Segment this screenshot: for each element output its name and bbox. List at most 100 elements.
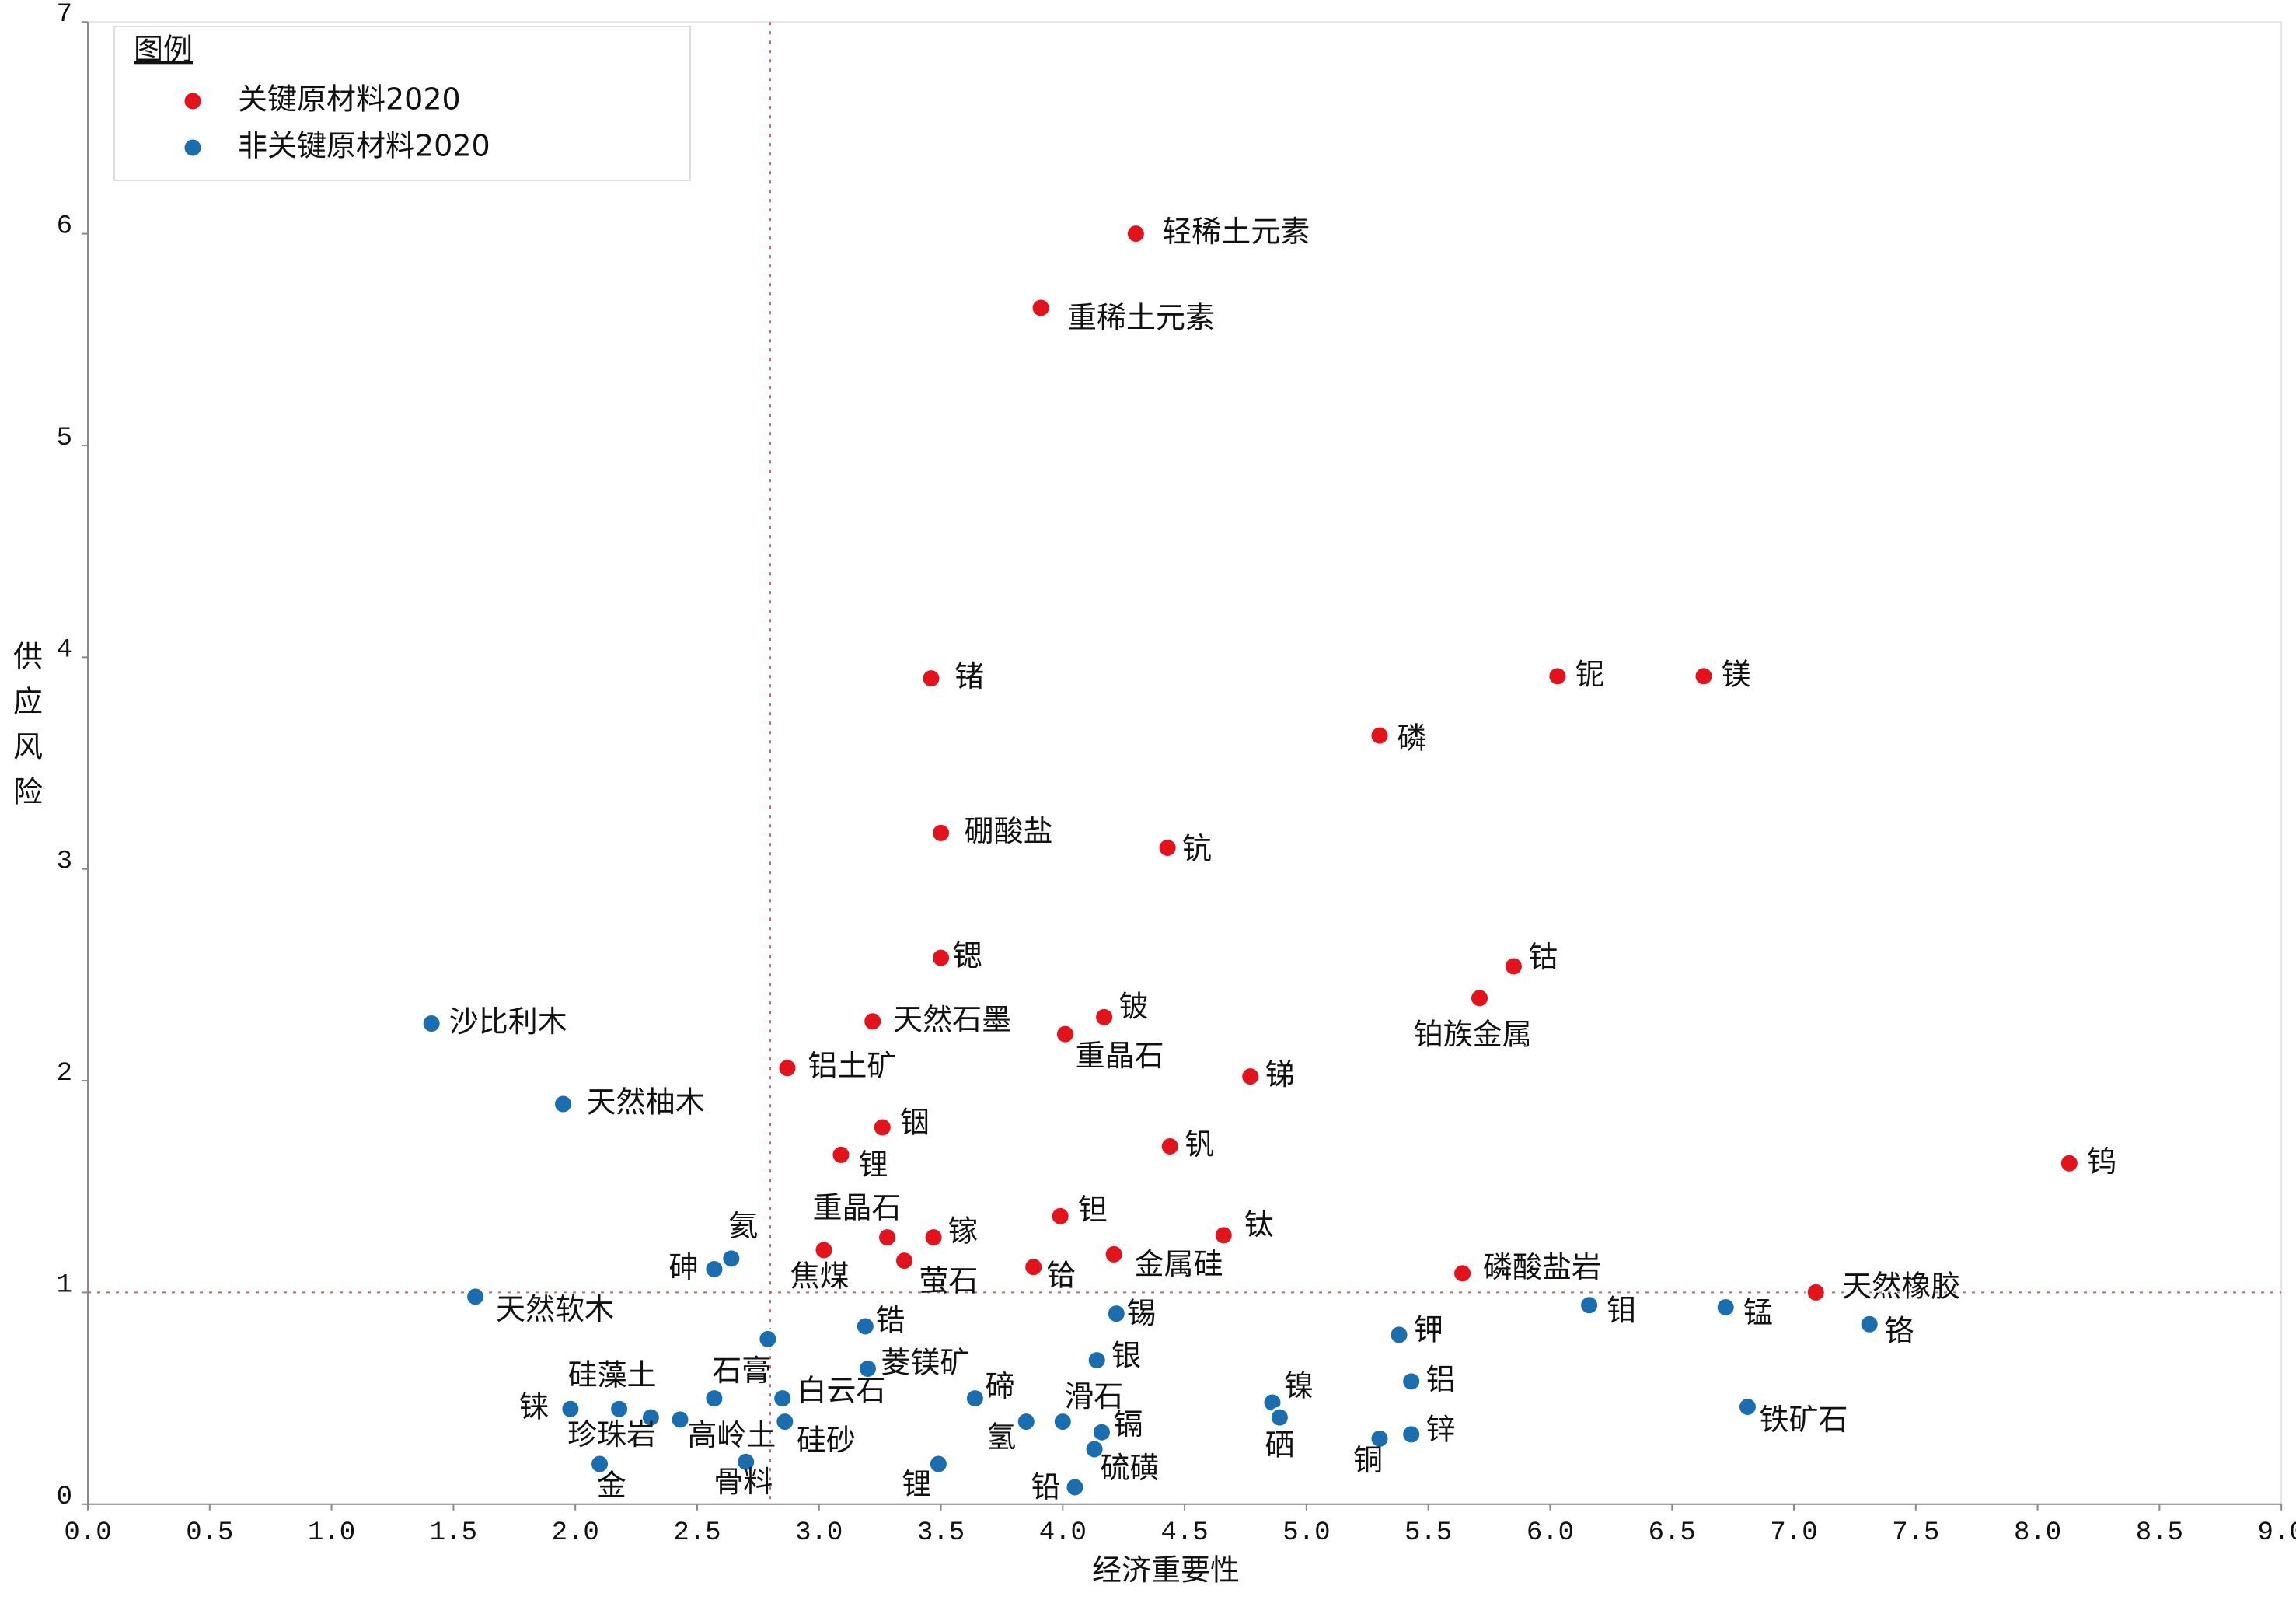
- point: [1157, 837, 1178, 858]
- point-label: 萤石: [919, 1263, 978, 1298]
- point-label: 高岭土: [687, 1418, 776, 1452]
- legend: 图例 关键原材料2020 非关键原材料2020: [113, 26, 691, 181]
- point: [703, 1258, 725, 1280]
- point-label: 重晶石: [1076, 1039, 1164, 1073]
- legend-label: 非关键原材料2020: [238, 129, 490, 163]
- point-label: 珍珠岩: [567, 1417, 656, 1452]
- point-label: 重晶石: [812, 1190, 901, 1224]
- point: [589, 1453, 611, 1475]
- x-tick-label: 0.0: [64, 1518, 111, 1548]
- point: [1103, 1243, 1125, 1265]
- x-tick-label: 1.0: [308, 1518, 355, 1548]
- point-label: 白云石: [797, 1374, 886, 1408]
- x-tick-label: 4.5: [1160, 1518, 1208, 1548]
- point: [1049, 1205, 1071, 1227]
- point-label: 锰: [1743, 1295, 1773, 1329]
- point-label: 铅: [1031, 1469, 1060, 1504]
- y-tick-label: 2: [57, 1059, 72, 1088]
- point: [1401, 1371, 1422, 1392]
- point-label: 锶: [953, 939, 982, 973]
- x-tick-label: 9.0: [2258, 1518, 2296, 1548]
- legend-box: [113, 26, 691, 181]
- x-tick-label: 2.5: [673, 1518, 721, 1548]
- y-tick-label: 0: [57, 1483, 72, 1512]
- point: [669, 1409, 691, 1431]
- point-label: 钨: [2087, 1144, 2116, 1179]
- point-label: 氦: [728, 1209, 758, 1243]
- point: [930, 822, 952, 844]
- point-label: 硅砂: [797, 1423, 856, 1457]
- point: [1469, 987, 1491, 1009]
- point: [465, 1286, 487, 1308]
- point-label: 钪: [1182, 832, 1212, 866]
- point-label: 铁矿石: [1760, 1403, 1848, 1437]
- point-label: 铬: [1884, 1314, 1914, 1348]
- y-tick-label: 4: [57, 635, 72, 665]
- y-tick-label: 3: [57, 847, 72, 877]
- point-label: 天然软木: [496, 1292, 614, 1326]
- point: [560, 1398, 581, 1420]
- point: [1054, 1023, 1076, 1045]
- point: [721, 1248, 742, 1270]
- x-axis-label: 经济重要性: [1092, 1553, 1240, 1588]
- point: [930, 947, 952, 969]
- point: [1805, 1281, 1827, 1303]
- point: [862, 1011, 884, 1032]
- point: [1502, 955, 1524, 977]
- point-label: 石膏: [712, 1354, 771, 1388]
- point: [1086, 1350, 1108, 1371]
- y-tick-label: 6: [57, 212, 72, 242]
- x-tick-label: 3.5: [917, 1518, 965, 1548]
- point: [1715, 1296, 1736, 1318]
- point: [1369, 1427, 1391, 1449]
- point-label: 铍: [1118, 990, 1148, 1024]
- point-label: 银: [1111, 1338, 1141, 1372]
- point: [1052, 1411, 1073, 1433]
- x-tick-label: 5.5: [1404, 1518, 1452, 1548]
- x-tick-label: 1.5: [430, 1518, 477, 1548]
- point-label: 硼酸盐: [965, 814, 1053, 848]
- point-label: 铝土矿: [808, 1049, 896, 1083]
- point-label: 轻稀土元素: [1162, 215, 1310, 249]
- point: [1159, 1136, 1181, 1158]
- point: [552, 1093, 574, 1115]
- point: [774, 1411, 796, 1433]
- point: [923, 1227, 944, 1249]
- point: [1125, 223, 1146, 245]
- point: [1547, 666, 1568, 687]
- point-label: 硅藻土: [568, 1357, 657, 1392]
- point: [609, 1398, 630, 1420]
- point-label: 铪: [1047, 1258, 1076, 1292]
- point-label: 滑石: [1064, 1379, 1123, 1413]
- legend-marker: [182, 137, 204, 159]
- point: [1023, 1256, 1045, 1278]
- point-label: 磷酸盐岩: [1483, 1250, 1601, 1284]
- point-label: 钴: [1528, 940, 1558, 974]
- point: [857, 1357, 878, 1379]
- point: [964, 1388, 986, 1410]
- point-label: 铌: [1575, 657, 1604, 691]
- point-label: 镁: [1722, 657, 1751, 691]
- point-label: 天然柚木: [587, 1085, 705, 1120]
- point-label: 钾: [1414, 1313, 1443, 1347]
- point: [735, 1451, 757, 1472]
- point: [893, 1250, 915, 1272]
- point: [1015, 1411, 1037, 1433]
- legend-label: 关键原材料2020: [238, 82, 461, 117]
- point-label: 天然橡胶: [1842, 1269, 1960, 1303]
- point-label: 天然石墨: [893, 1002, 1011, 1036]
- point: [1240, 1066, 1261, 1088]
- point: [2058, 1152, 2080, 1174]
- point-label: 氢: [986, 1420, 1016, 1455]
- point: [1858, 1313, 1880, 1335]
- point: [1083, 1438, 1105, 1460]
- x-tick-label: 7.0: [1770, 1518, 1817, 1548]
- point-label: 碲: [986, 1369, 1015, 1403]
- legend-marker: [182, 90, 204, 112]
- point-label: 钽: [1078, 1193, 1108, 1227]
- point: [1094, 1006, 1115, 1028]
- point: [772, 1388, 794, 1410]
- point: [1369, 725, 1391, 746]
- point: [1268, 1406, 1290, 1428]
- x-tick-label: 6.0: [1527, 1518, 1574, 1548]
